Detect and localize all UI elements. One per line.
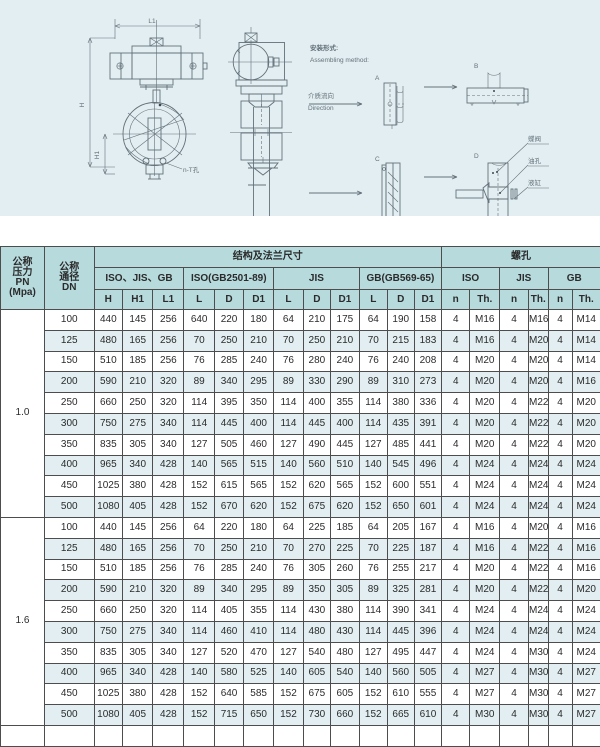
svg-text:油孔: 油孔 bbox=[528, 156, 542, 165]
svg-text:n-T孔: n-T孔 bbox=[183, 166, 200, 174]
svg-text:蝶阀: 蝶阀 bbox=[528, 134, 541, 143]
svg-text:液缸: 液缸 bbox=[528, 178, 542, 187]
svg-text:介质流向: 介质流向 bbox=[308, 91, 334, 100]
svg-text:C: C bbox=[375, 156, 380, 163]
svg-text:Assembling method:: Assembling method: bbox=[310, 57, 369, 64]
svg-text:Direction: Direction bbox=[308, 105, 334, 112]
svg-text:H: H bbox=[79, 102, 86, 107]
svg-text:安装形式:: 安装形式: bbox=[310, 43, 338, 52]
svg-text:L1: L1 bbox=[148, 18, 156, 25]
svg-text:H1: H1 bbox=[94, 150, 101, 159]
svg-text:A: A bbox=[375, 75, 380, 82]
svg-text:B: B bbox=[474, 63, 478, 70]
svg-text:D: D bbox=[474, 153, 479, 160]
